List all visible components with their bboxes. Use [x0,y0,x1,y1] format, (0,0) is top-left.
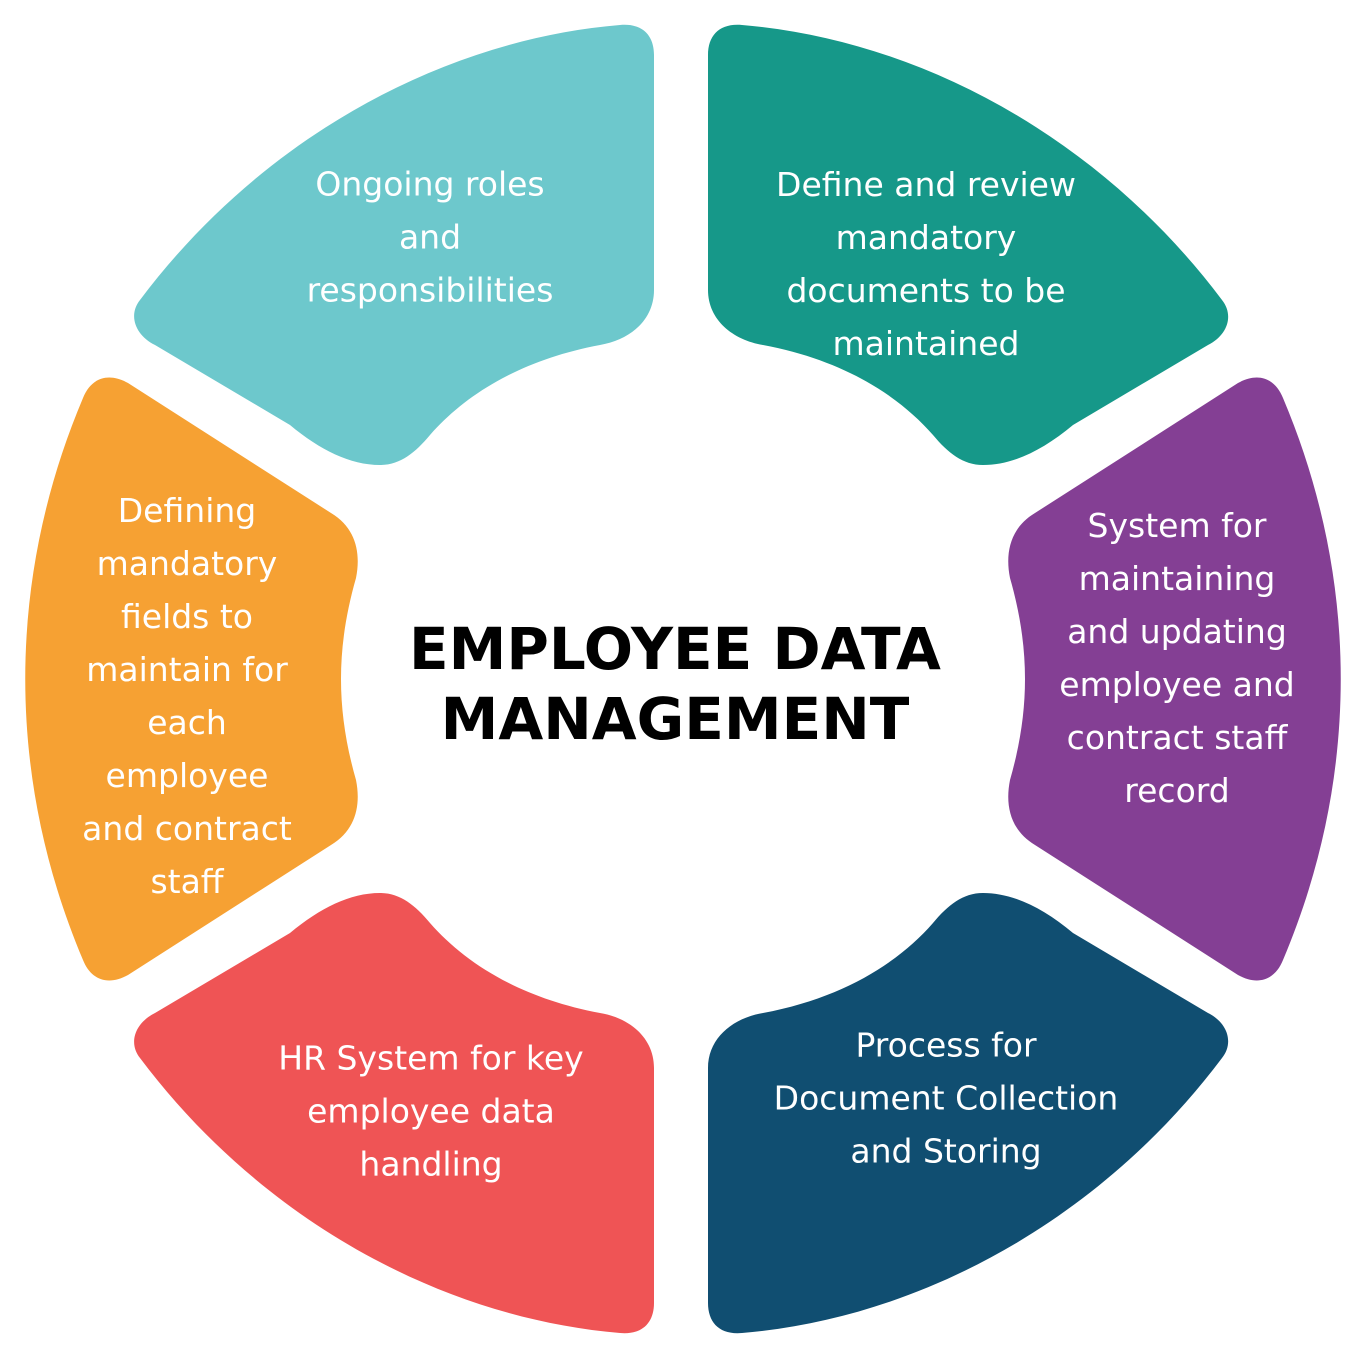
label-roles-line: Ongoing roles [315,164,545,204]
label-mandatory-fields: Defining mandatory fields to maintain for ea… [82,484,292,908]
label-records-system-line: maintaining [1078,559,1276,598]
label-mandatory-documents-line: maintained [832,324,1020,363]
label-mandatory-fields-line: employee [105,756,269,795]
segment-mandatory-fields [25,377,358,981]
center-title: EMPLOYEE DATA MANAGEMENT [409,614,941,754]
label-records-system-line: System for [1087,506,1267,545]
label-mandatory-documents-line: mandatory [835,218,1017,257]
center-title-line-2: MANAGEMENT [440,685,910,753]
label-mandatory-fields-line: mandatory [96,544,278,583]
segment-document-process [708,893,1229,1334]
label-hr-system: HR System for key employee data handling [278,1032,583,1191]
label-records-system-line: and updating [1067,612,1287,651]
label-hr-system-line: employee data [307,1091,555,1131]
label-document-process-line: Process for [855,1025,1037,1065]
label-mandatory-fields-line: each [147,703,227,742]
label-roles-line: responsibilities [306,270,554,310]
label-document-process: Process for Document Collection and Storin… [774,1019,1119,1178]
label-mandatory-fields-line: fields to [120,597,254,636]
label-mandatory-documents-line: documents to be [786,271,1066,310]
label-mandatory-fields-line: staff [150,862,224,901]
segment-mandatory-documents [708,24,1229,465]
label-records-system: System for maintaining and updating employe… [1059,499,1294,817]
label-roles: Ongoing roles and responsibilities [307,158,554,317]
label-mandatory-fields-line: Defining [117,491,257,530]
label-document-process-line: Document Collection [773,1078,1119,1118]
label-mandatory-fields-line: and contract [82,809,292,848]
label-mandatory-documents-line: Define and review [776,165,1076,204]
label-roles-line: and [398,217,462,257]
label-document-process-line: and Storing [850,1131,1042,1171]
label-mandatory-fields-line: maintain for [86,650,288,689]
segment-roles [134,24,655,465]
label-hr-system-line: HR System for key [278,1038,584,1078]
label-records-system-line: employee and [1059,665,1295,704]
center-title-line-1: EMPLOYEE DATA [409,615,941,683]
segment-hr-system [134,893,655,1334]
label-mandatory-documents: Define and review mandatory documents to b… [776,158,1076,370]
label-records-system-line: record [1124,771,1230,810]
segment-records-system [1008,377,1341,981]
label-hr-system-line: handling [359,1144,503,1184]
label-records-system-line: contract staff [1066,718,1288,757]
